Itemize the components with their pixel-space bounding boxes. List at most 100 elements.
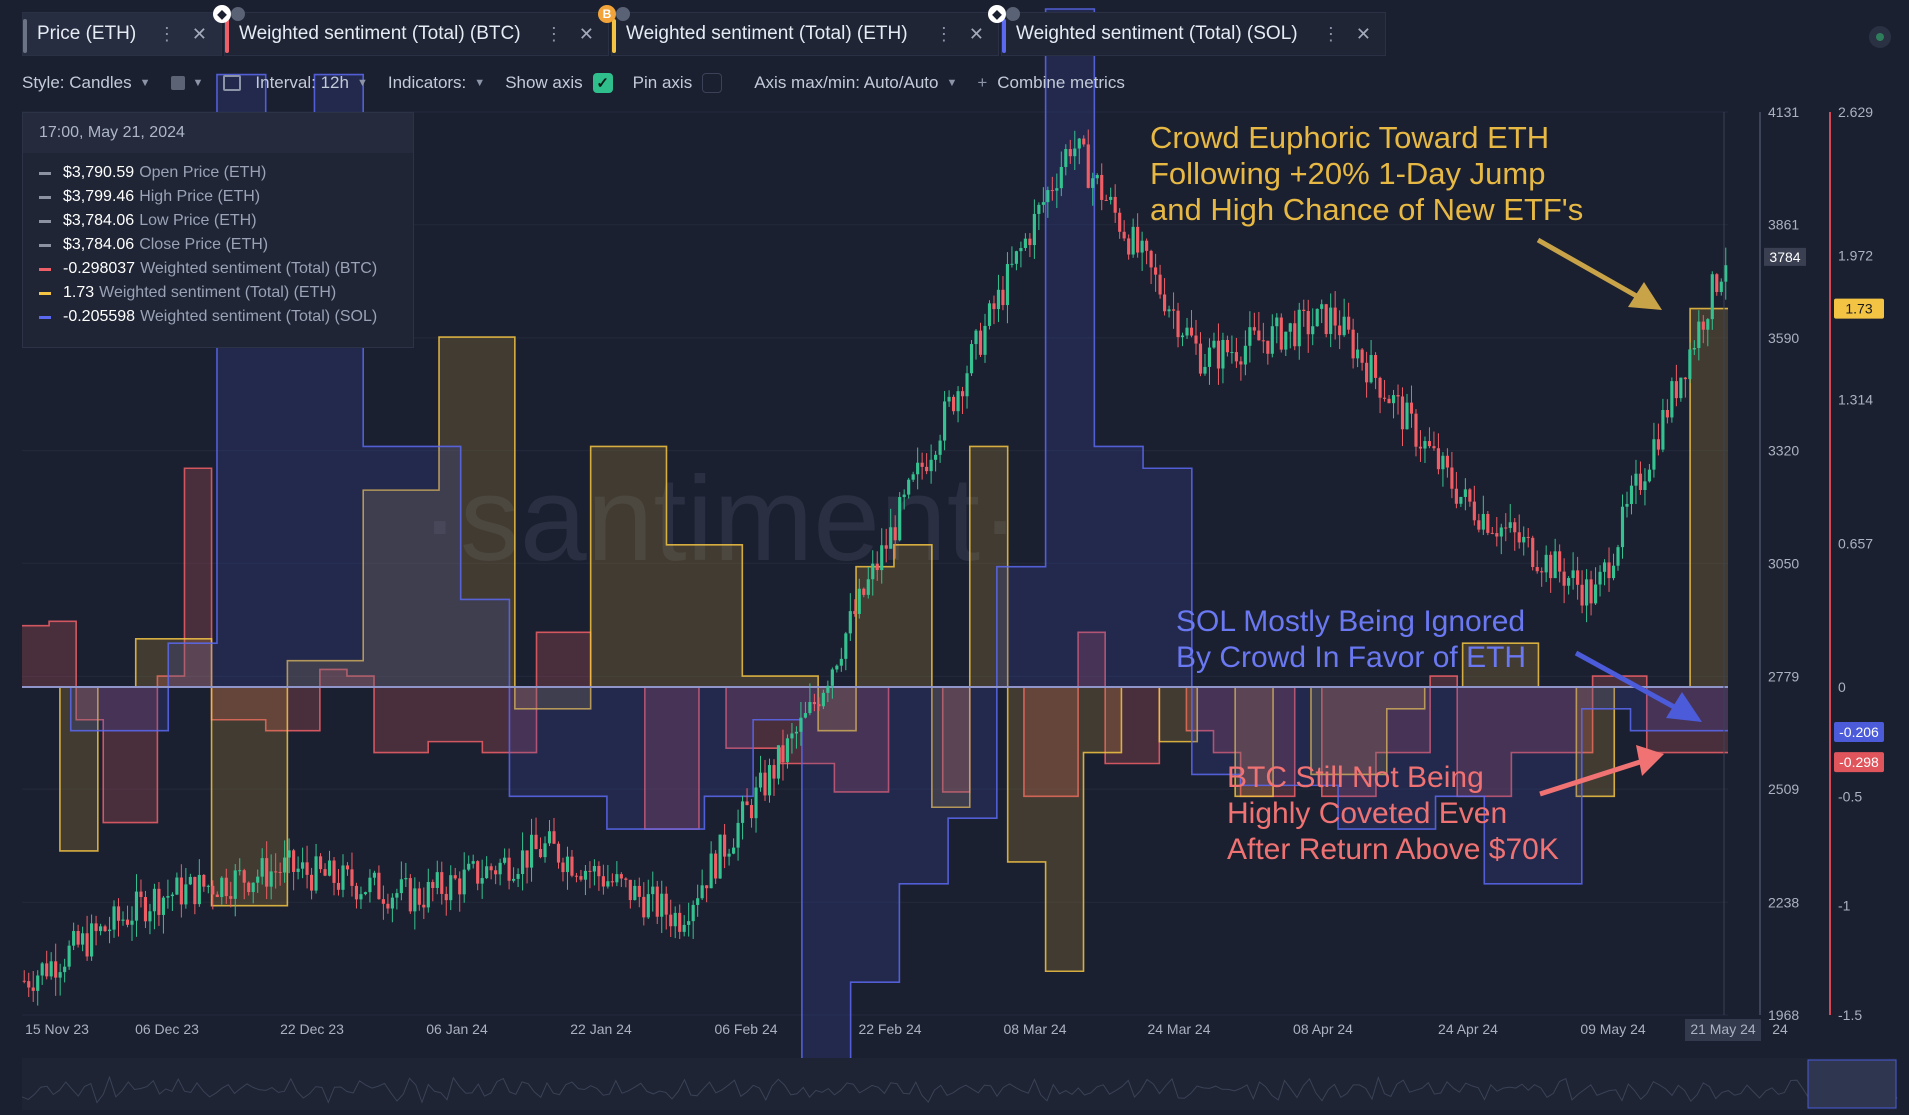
live-status-icon[interactable] [1869,26,1891,48]
sentiment-area-btc [22,468,1728,830]
candle-body [615,874,619,883]
candle-body [1279,317,1283,350]
candle-body [727,853,731,857]
more-icon[interactable]: ⋮ [544,23,563,44]
candle-body [1638,473,1643,491]
tab-sentiment-eth[interactable]: B Weighted sentiment (Total) (ETH) ⋮ ✕ [598,5,999,56]
candle-body [1028,238,1032,246]
candle-body [395,893,399,898]
close-icon[interactable]: ✕ [191,23,207,44]
pin-axis-toggle[interactable]: Pin axis [633,73,723,93]
candle-body [1706,319,1710,330]
candle-body [1365,362,1369,383]
candle-body [224,877,228,897]
candle-body [301,862,305,869]
overview-navigator[interactable] [21,1058,1898,1110]
candle-body [839,658,843,666]
candle-body [1409,402,1414,414]
tab-sentiment-btc[interactable]: ◆ Weighted sentiment (Total) (BTC) ⋮ ✕ [213,5,609,56]
candle-body [929,459,933,472]
combine-metrics-button[interactable]: + Combine metrics [977,73,1124,93]
candle-body [1585,579,1589,606]
candle-body [1041,202,1045,205]
candle-body [943,401,947,441]
candle-body [1490,532,1494,534]
sentiment-area-sol [22,8,1728,1081]
interval-select[interactable]: Interval: 12h ▼ [223,73,368,93]
tab-label: Weighted sentiment (Total) (BTC) [239,23,521,44]
tooltip-value: -0.298037 [63,260,136,277]
candle-body [1082,138,1086,145]
candle-body [1374,355,1378,378]
sentiment-tick-label: -1 [1838,898,1851,914]
color-select[interactable]: ▼ [170,76,203,90]
candle-body [947,396,951,402]
close-icon[interactable]: ✕ [1355,23,1371,44]
price-tick-label: 2238 [1768,894,1799,910]
more-icon[interactable]: ⋮ [157,23,176,44]
tab-sentiment-sol[interactable]: ◆ Weighted sentiment (Total) (SOL) ⋮ ✕ [988,5,1386,56]
indicators-select[interactable]: Indicators: ▼ [388,73,485,93]
candle-body [1086,144,1090,188]
interval-label: Interval: 12h [255,73,349,92]
close-icon[interactable]: ✕ [578,23,594,44]
x-highlight-badge [1685,1019,1761,1041]
candle-body [1629,485,1634,504]
candle-body [1544,554,1548,573]
candle-body [1171,309,1176,311]
candle-body [233,870,237,899]
candle-body [1104,199,1108,201]
candle-body [749,805,754,819]
chart-toolbar: Style: Candles ▼ ▼ Interval: 12h ▼ Indic… [22,70,1145,96]
candle-body [274,871,278,873]
candle-body [161,897,165,915]
candle-body [1387,398,1391,404]
candle-body [184,884,188,905]
candle-body [624,878,628,880]
style-select[interactable]: Style: Candles ▼ [22,73,151,93]
x-tick-label: 21 May 24 [1690,1021,1756,1037]
candle-body [1391,395,1396,404]
pin-axis-checkbox[interactable] [702,73,723,93]
candle-body [1351,329,1355,359]
candle-body [565,856,570,873]
price-tick-label: 3861 [1768,217,1799,233]
candle-body [359,894,363,900]
candle-body [700,885,704,899]
candle-body [974,330,978,345]
candle-body [799,717,803,732]
candle-body [1019,247,1023,252]
candle-body [1710,274,1714,320]
more-icon[interactable]: ⋮ [934,23,953,44]
candle-body [889,527,893,549]
candle-body [669,914,673,927]
candle-body [1198,343,1203,374]
candle-body [1297,309,1301,347]
checkmark-icon[interactable]: ✓ [592,73,613,93]
candle-body [709,853,713,889]
candle-body [332,860,336,883]
candle-body [1553,551,1557,579]
candle-body [1095,174,1099,179]
candle-body [911,474,915,480]
candle-body [1145,240,1149,251]
candle-body [1369,355,1373,383]
candle-body [63,966,67,973]
more-icon[interactable]: ⋮ [1321,23,1340,44]
metric-tabs: Price (ETH) ⋮ ✕ ◆ Weighted sentiment (To… [22,5,1388,56]
candle-body [691,904,695,922]
tab-price-eth[interactable]: Price (ETH) ⋮ ✕ [22,12,222,56]
tooltip-label: Low Price (ETH) [139,212,257,229]
candle-body [987,303,992,326]
candle-body [556,843,561,863]
candle-body [1450,467,1454,489]
candle-body [1535,567,1539,572]
candle-body [260,858,264,877]
close-icon[interactable]: ✕ [968,23,984,44]
x-tick-label: 22 Dec 23 [280,1021,344,1037]
axis-maxmin-select[interactable]: Axis max/min: Auto/Auto ▼ [754,73,957,93]
show-axis-toggle[interactable]: Show axis ✓ [505,73,613,93]
candle-body [1149,250,1153,268]
candle-body [98,926,103,932]
